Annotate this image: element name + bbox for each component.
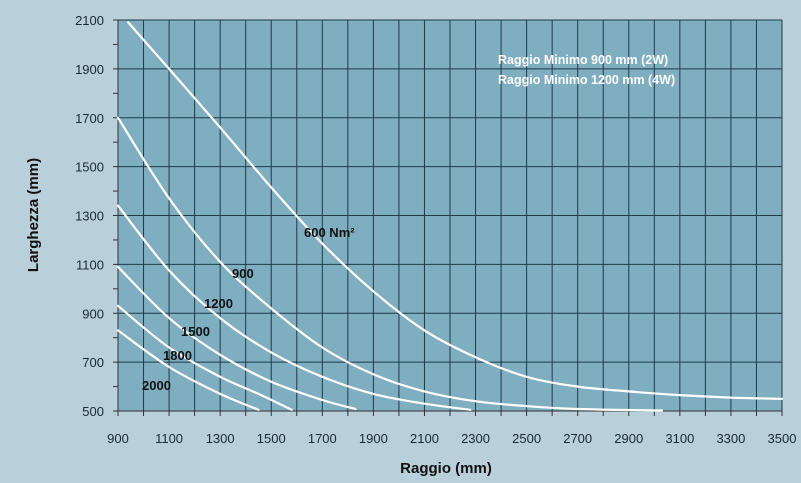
x-tick-label: 2300 [461,431,490,446]
x-tick-label: 900 [107,431,129,446]
series-line [116,329,260,411]
y-tick-label: 900 [82,306,104,321]
y-tick-label: 1900 [75,62,104,77]
series-label: 1200 [204,296,233,311]
x-tick-label: 2900 [614,431,643,446]
y-axis-title: Larghezza (mm) [25,158,42,272]
series-line [116,116,664,412]
series-label: 1500 [181,324,210,339]
series-line [116,304,293,411]
x-tick-label: 2500 [512,431,541,446]
x-tick-label: 1900 [359,431,388,446]
x-tick-label: 1700 [308,431,337,446]
series-label: 1800 [163,348,192,363]
y-tick-label: 1500 [75,160,104,175]
series-label: 600 Nm² [304,225,355,240]
y-tick-label: 2100 [75,13,104,28]
axes: 900 1100 1300 1500 1700 1900 2100 2300 2500 2700 2… [75,13,796,446]
series-label: 900 [232,266,254,281]
x-axis-title: Raggio (mm) [400,460,492,477]
note-line-1: Raggio Minimo 900 mm (2W) [498,53,668,67]
x-tick-label: 1300 [206,431,235,446]
x-tick-label: 3300 [716,431,745,446]
y-tick-label: 700 [82,355,104,370]
x-tick-label: 1500 [257,431,286,446]
series-line [116,204,472,411]
x-tick-label: 2700 [563,431,592,446]
series-line [116,265,357,411]
y-tick-label: 500 [82,404,104,419]
y-tick-label: 1300 [75,209,104,224]
labels: 600 Nm² 900 1200 1500 1800 2000 [142,225,355,393]
series-label: 2000 [142,378,171,393]
series-group [116,21,784,412]
note-line-2: Raggio Minimo 1200 mm (4W) [498,73,675,87]
x-tick-label: 2100 [410,431,439,446]
series-line [127,21,784,400]
y-tick-label: 1700 [75,111,104,126]
x-tick-label: 3100 [665,431,694,446]
y-tick-label: 1100 [76,257,104,272]
x-tick-label: 1100 [155,431,183,446]
x-tick-label: 3500 [768,431,797,446]
